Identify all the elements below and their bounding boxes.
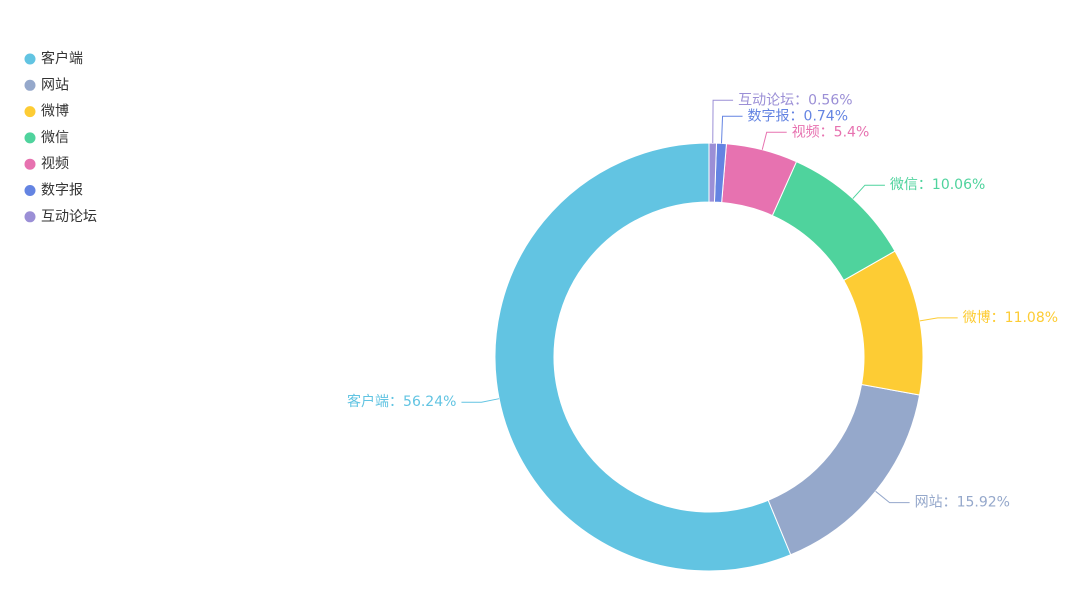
data-label: 数字报：0.74% bbox=[748, 108, 848, 124]
legend-marker[interactable] bbox=[24, 53, 36, 65]
donut-slice[interactable] bbox=[767, 383, 921, 556]
legend-marker[interactable] bbox=[24, 211, 36, 223]
leader-line bbox=[852, 184, 885, 199]
leader-line bbox=[761, 131, 787, 150]
legend-label[interactable]: 互动论坛 bbox=[41, 209, 97, 225]
leader-line bbox=[712, 99, 734, 144]
legend-marker[interactable] bbox=[24, 158, 36, 170]
legend-label[interactable]: 网站 bbox=[41, 77, 69, 93]
legend-label[interactable]: 客户端 bbox=[41, 50, 83, 67]
data-label: 网站：15.92% bbox=[915, 495, 1010, 511]
legend-label[interactable]: 微博 bbox=[41, 103, 69, 120]
legend-marker[interactable] bbox=[24, 185, 36, 196]
data-label: 微博：11.08% bbox=[963, 309, 1058, 326]
data-label: 客户端：56.24% bbox=[347, 393, 456, 410]
legend-marker[interactable] bbox=[24, 106, 36, 118]
legend-marker[interactable] bbox=[24, 132, 36, 144]
leader-line bbox=[875, 490, 910, 504]
legend-label[interactable]: 视频 bbox=[41, 156, 69, 172]
donut-slice[interactable] bbox=[708, 142, 718, 203]
leader-line bbox=[720, 115, 743, 144]
leader-line bbox=[919, 317, 958, 322]
data-label: 微信：10.06% bbox=[890, 177, 985, 193]
donut-slice[interactable] bbox=[494, 142, 792, 572]
data-label: 视频：5.4% bbox=[792, 124, 870, 140]
legend-label[interactable]: 数字报 bbox=[41, 183, 83, 199]
legend-marker[interactable] bbox=[24, 79, 36, 91]
leader-line bbox=[461, 398, 500, 403]
legend-label[interactable]: 微信 bbox=[41, 130, 69, 146]
data-label: 互动论坛：0.56% bbox=[738, 92, 852, 108]
